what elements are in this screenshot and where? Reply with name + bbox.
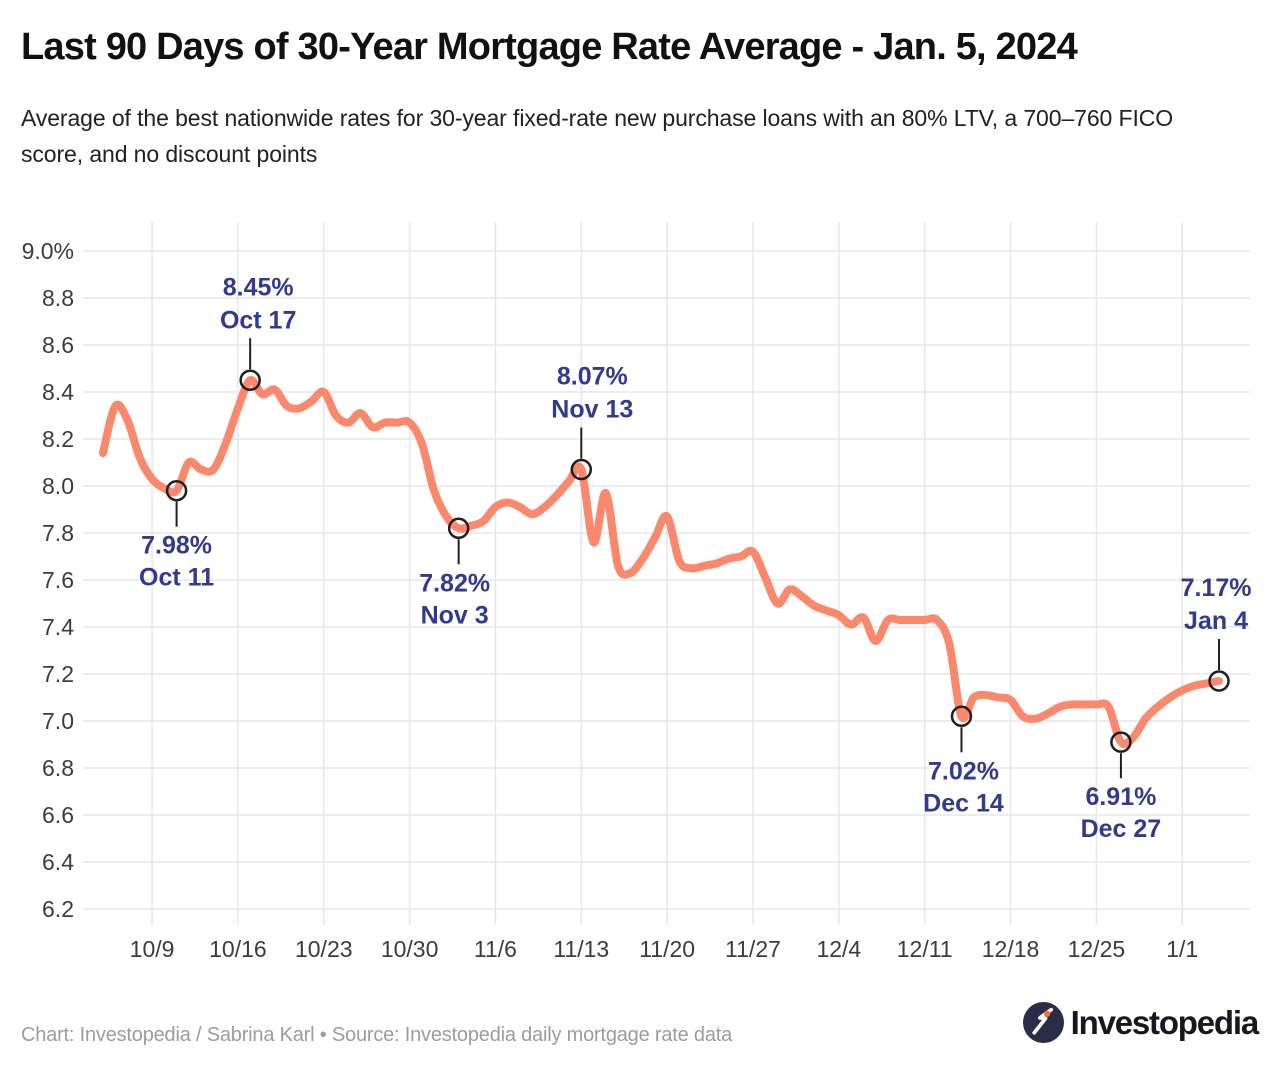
x-tick-label: 11/27 bbox=[725, 936, 781, 962]
data-point-marker bbox=[1208, 670, 1230, 692]
y-tick-label: 6.6 bbox=[42, 802, 74, 828]
y-tick-label: 7.4 bbox=[42, 614, 74, 640]
data-point-marker bbox=[447, 517, 470, 540]
x-tick-label: 12/25 bbox=[1068, 936, 1126, 962]
x-tick-label: 10/30 bbox=[381, 936, 439, 962]
y-tick-label: 8.0 bbox=[42, 473, 74, 499]
data-point-marker bbox=[165, 479, 188, 502]
y-tick-label: 7.6 bbox=[42, 567, 74, 593]
y-tick-label: 7.8 bbox=[42, 520, 74, 546]
data-point-marker bbox=[239, 369, 261, 391]
x-tick-label: 11/20 bbox=[639, 936, 695, 962]
page-subtitle: Average of the best nationwide rates for… bbox=[21, 105, 1174, 167]
y-tick-label: 7.2 bbox=[42, 661, 74, 687]
data-point-marker bbox=[1110, 731, 1132, 753]
investopedia-logo-text: Investopedia bbox=[1070, 1003, 1260, 1041]
x-tick-label: 12/11 bbox=[897, 936, 953, 962]
annotation-value-label: 6.91% bbox=[1085, 783, 1156, 811]
x-tick-label: 12/4 bbox=[816, 936, 861, 962]
investopedia-logo-icon bbox=[1022, 1002, 1064, 1043]
annotation-value-label: 8.45% bbox=[223, 273, 294, 301]
x-tick-label: 11/13 bbox=[553, 936, 609, 962]
annotation-value-label: 7.02% bbox=[928, 757, 999, 785]
y-tick-label: 8.6 bbox=[42, 332, 74, 358]
annotation-date-label: Oct 11 bbox=[139, 564, 214, 592]
x-tick-label: 10/9 bbox=[130, 936, 175, 962]
annotation-date-label: Nov 13 bbox=[551, 396, 633, 424]
y-tick-label: 8.4 bbox=[42, 379, 74, 405]
x-tick-label: 10/23 bbox=[295, 936, 353, 962]
annotation-value-label: 7.17% bbox=[1181, 574, 1252, 602]
data-point-marker bbox=[950, 705, 973, 728]
annotation-value-label: 7.82% bbox=[419, 569, 490, 597]
annotation-date-label: Jan 4 bbox=[1184, 607, 1248, 635]
annotation-value-label: 8.07% bbox=[557, 363, 628, 391]
x-tick-label: 11/6 bbox=[474, 936, 517, 962]
annotation-date-label: Oct 17 bbox=[220, 306, 296, 334]
y-tick-label: 7.0 bbox=[42, 708, 74, 734]
annotation-value-label: 7.98% bbox=[141, 532, 212, 560]
credit-line: Chart: Investopedia / Sabrina Karl • Sou… bbox=[21, 1024, 733, 1046]
y-tick-label: 6.8 bbox=[42, 755, 74, 781]
annotation-date-label: Dec 14 bbox=[923, 789, 1004, 817]
y-tick-label: 6.2 bbox=[42, 896, 74, 922]
x-tick-label: 1/1 bbox=[1166, 936, 1198, 962]
page-title: Last 90 Days of 30-Year Mortgage Rate Av… bbox=[21, 26, 1078, 68]
data-point-marker bbox=[570, 458, 593, 481]
y-tick-label: 9.0% bbox=[22, 238, 74, 264]
x-tick-label: 12/18 bbox=[982, 936, 1040, 962]
y-tick-label: 6.4 bbox=[42, 849, 74, 875]
annotation-date-label: Nov 3 bbox=[421, 601, 489, 629]
y-tick-label: 8.2 bbox=[42, 426, 74, 452]
y-tick-label: 8.8 bbox=[42, 285, 74, 311]
annotation-date-label: Dec 27 bbox=[1081, 815, 1162, 843]
rate-line-series bbox=[99, 376, 1223, 749]
investopedia-logo: Investopedia bbox=[1022, 1002, 1260, 1043]
mortgage-rate-chart: 9.0% 8.8 8.6 8.4 8.2 8.0 7.8 7.6 7.4 7.2 7.0 6.8 6.6… bbox=[22, 222, 1252, 962]
x-tick-label: 10/16 bbox=[209, 936, 267, 962]
